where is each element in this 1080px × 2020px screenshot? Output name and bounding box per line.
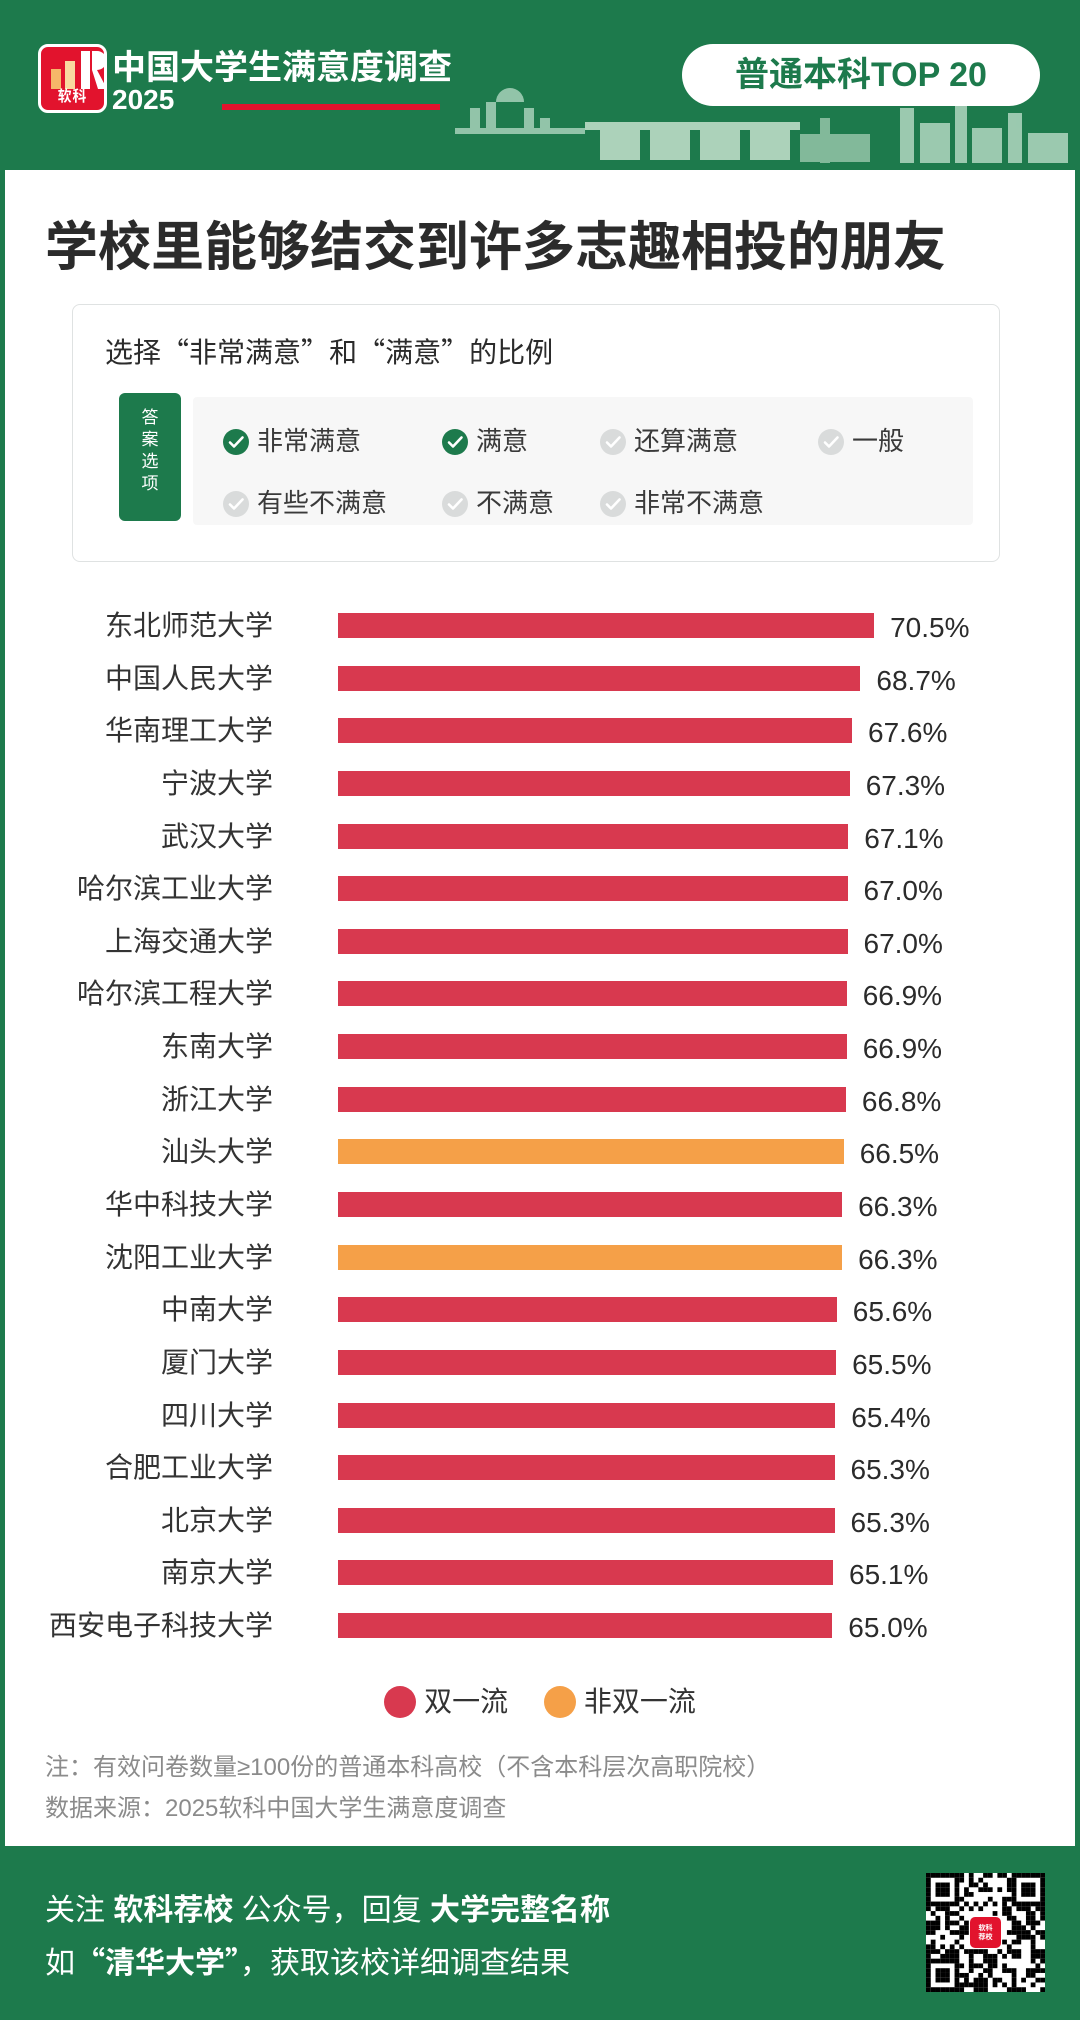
- svg-text:荐校: 荐校: [978, 1932, 994, 1941]
- svg-text:软科: 软科: [979, 1923, 993, 1932]
